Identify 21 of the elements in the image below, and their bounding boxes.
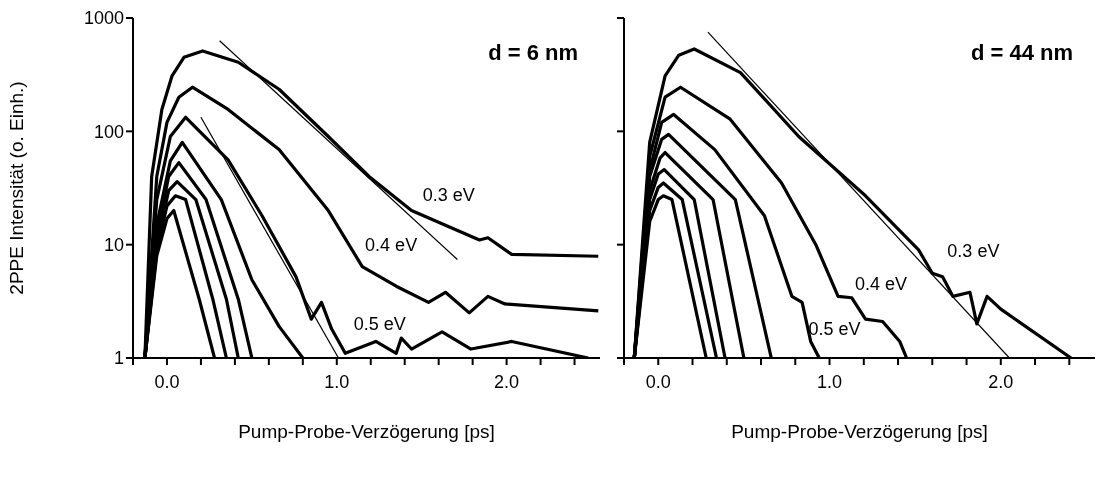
y-tick-label: 100 xyxy=(93,121,124,142)
x-tick-label: 2.0 xyxy=(494,371,520,392)
series-label: 0.5 eV xyxy=(808,319,861,340)
y-tick-label: 10 xyxy=(103,235,124,256)
x-tick-label: 0.0 xyxy=(645,371,671,392)
y-axis-title: 2PPE Intensität (o. Einh.) xyxy=(5,81,27,295)
x-tick-label: 1.0 xyxy=(324,371,350,392)
text: d = 6 nm xyxy=(488,40,578,66)
series-label: 0.3 eV xyxy=(422,185,475,206)
x-axis-title: Pump-Probe-Verzögerung [ps] xyxy=(238,421,495,442)
text: d = 44 nm xyxy=(970,40,1073,66)
y-tick-label: 1000 xyxy=(83,8,124,29)
series-label: 0.4 eV xyxy=(365,234,418,255)
x-tick-label: 0.0 xyxy=(154,371,180,392)
x-tick-label: 2.0 xyxy=(988,371,1014,392)
series-label: 0.4 eV xyxy=(854,273,907,294)
series-label: 0.5 eV xyxy=(353,313,406,334)
y-tick-label: 1 xyxy=(113,348,124,369)
x-tick-label: 1.0 xyxy=(817,371,843,392)
x-axis-title: Pump-Probe-Verzögerung [ps] xyxy=(731,421,988,442)
series-label: 0.3 eV xyxy=(947,241,1000,262)
